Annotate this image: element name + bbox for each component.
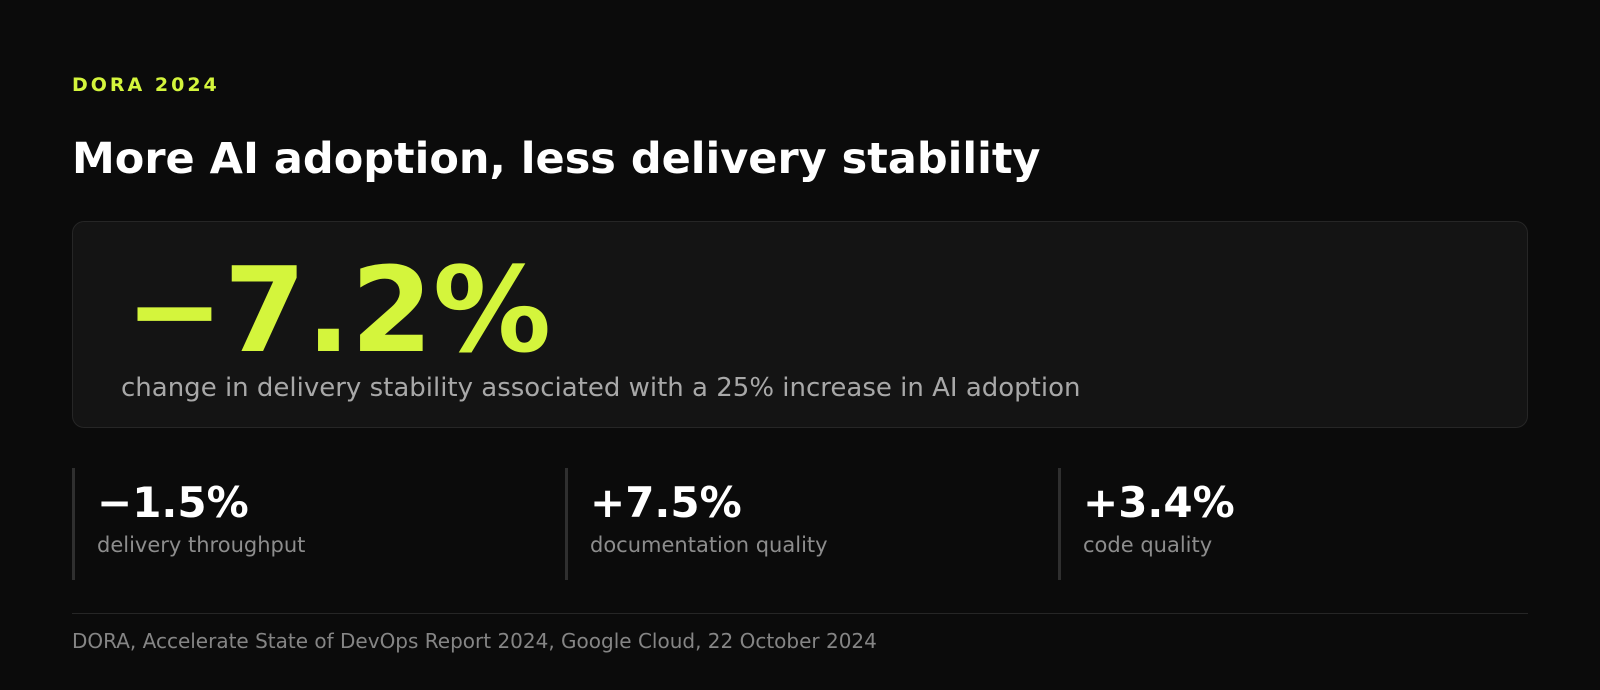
hero-stat-card: −7.2% change in delivery stability assoc…: [72, 221, 1528, 428]
stat-value: +3.4%: [1083, 478, 1235, 527]
footer-divider: [72, 613, 1528, 614]
stat-label: delivery throughput: [97, 533, 306, 557]
eyebrow-label: DORA 2024: [72, 74, 220, 96]
stat-documentation-quality: +7.5% documentation quality: [565, 468, 1035, 580]
stat-label: documentation quality: [590, 533, 828, 557]
stat-code-quality: +3.4% code quality: [1058, 468, 1528, 580]
stat-delivery-throughput: −1.5% delivery throughput: [72, 468, 542, 580]
hero-stat-value: −7.2%: [125, 241, 552, 379]
secondary-stats: −1.5% delivery throughput +7.5% document…: [72, 468, 1528, 580]
hero-stat-caption: change in delivery stability associated …: [121, 373, 1081, 403]
source-citation: DORA, Accelerate State of DevOps Report …: [72, 629, 877, 653]
stat-value: +7.5%: [590, 478, 742, 527]
stat-label: code quality: [1083, 533, 1213, 557]
page-title: More AI adoption, less delivery stabilit…: [72, 134, 1041, 184]
stat-value: −1.5%: [97, 478, 249, 527]
